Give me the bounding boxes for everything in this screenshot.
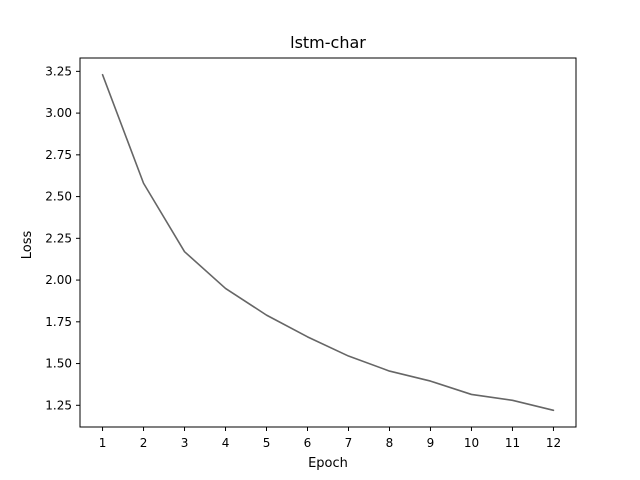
y-tick-label: 2.25	[45, 231, 72, 245]
y-tick-label: 3.00	[45, 106, 72, 120]
y-tick-label: 1.75	[45, 315, 72, 329]
x-tick-label: 3	[181, 436, 189, 450]
y-tick-label: 1.50	[45, 357, 72, 371]
x-tick-label: 10	[464, 436, 479, 450]
x-tick-label: 1	[99, 436, 107, 450]
y-tick-label: 2.00	[45, 273, 72, 287]
y-tick-label: 2.75	[45, 148, 72, 162]
plot-area: 1.251.501.752.002.252.502.753.003.251 2 3 4…	[45, 57, 577, 450]
x-axis-label: Epoch	[308, 456, 348, 471]
x-tick-label: 6	[304, 436, 312, 450]
x-tick-label: 11	[505, 436, 520, 450]
loss-line	[101, 73, 555, 412]
y-tick-label: 3.25	[45, 64, 72, 78]
x-tick-label: 5	[263, 436, 271, 450]
x-tick-label: 2	[140, 436, 148, 450]
x-tick-label: 7	[345, 436, 353, 450]
x-tick-label: 9	[427, 436, 435, 450]
y-tick-label: 1.25	[45, 398, 72, 412]
y-tick-label: 2.50	[45, 190, 72, 204]
x-tick-label: 4	[222, 436, 230, 450]
plot-frame	[79, 57, 577, 428]
x-tick-label: 12	[546, 436, 561, 450]
x-tick-label: 8	[386, 436, 394, 450]
y-axis-label: Loss	[20, 231, 35, 260]
chart-title: lstm-char	[290, 33, 366, 52]
